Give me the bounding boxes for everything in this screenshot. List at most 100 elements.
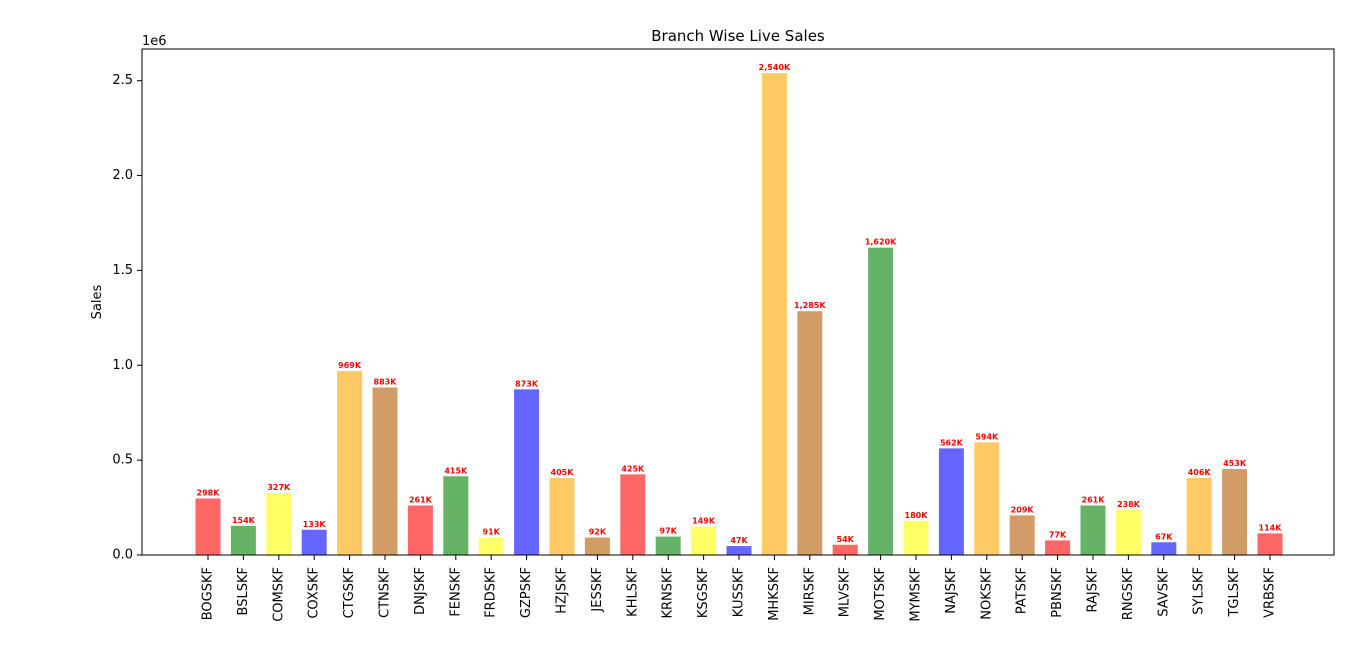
x-tick-label: KRNSKF	[661, 567, 676, 619]
bar-ctgskf	[337, 371, 363, 555]
x-tick-label: PATSKF	[1015, 567, 1030, 614]
bar-nokskf	[974, 442, 1000, 555]
x-tick-label: TGLSKF	[1227, 567, 1242, 618]
x-tick-label: HZJSKF	[555, 567, 570, 614]
bar-pbnskf	[1045, 540, 1071, 555]
bar-tglskf	[1222, 469, 1248, 555]
bar-frdskf	[478, 537, 504, 555]
x-tick-label: MIRSKF	[802, 567, 817, 615]
data-label-hzjskf: 405K	[551, 468, 575, 477]
y-axis-label: Sales	[90, 284, 105, 319]
data-label-tglskf: 453K	[1223, 459, 1247, 468]
bar-hzjskf	[549, 478, 575, 555]
data-label-patskf: 209K	[1011, 505, 1035, 514]
data-label-kusskf: 47K	[730, 536, 748, 545]
x-tick-label: MYMSKF	[909, 567, 924, 622]
data-label-mirskf: 1,285K	[794, 301, 826, 310]
bar-ctnskf	[372, 387, 398, 555]
bar-bogskf	[195, 498, 221, 555]
bar-sylskf	[1186, 477, 1212, 555]
bar-najskf	[938, 448, 964, 555]
bar-vrbskf	[1257, 533, 1283, 555]
x-tick-label: NAJSKF	[944, 567, 959, 614]
x-tick-label: MOTSKF	[873, 567, 888, 621]
y-tick-label: 2.5	[112, 73, 133, 88]
data-labels-layer: 298K 154K 327K 133K 969K 883K 261K 415K 91K 873K 4…	[197, 63, 1283, 545]
data-label-nokskf: 594K	[975, 432, 999, 441]
x-tick-label: BSLSKF	[236, 567, 251, 615]
bar-kusskf	[726, 546, 752, 555]
x-tick-label: RNGSKF	[1121, 567, 1136, 620]
x-tick-label: SYLSKF	[1192, 567, 1207, 615]
x-tick-label: DNJSKF	[413, 567, 428, 615]
bar-gzpskf	[514, 389, 540, 555]
data-label-fenskf: 415K	[444, 466, 468, 475]
bars-layer	[195, 73, 1283, 555]
bar-savskf	[1151, 542, 1177, 555]
x-tick-label: RAJSKF	[1086, 567, 1101, 613]
x-axis-ticks: BOGSKF BSLSKF COMSKF COXSKF CTGSKF CTNSKF DNJS…	[201, 555, 1278, 622]
data-label-krnskf: 97K	[660, 527, 678, 536]
x-tick-label: GZPSKF	[519, 567, 534, 618]
bar-fenskf	[443, 476, 469, 555]
y-tick-label: 2.0	[112, 168, 133, 183]
bar-coxskf	[301, 529, 327, 555]
data-label-rajskf: 261K	[1082, 495, 1106, 504]
data-label-ctgskf: 969K	[338, 361, 362, 370]
y-tick-label: 0.5	[112, 453, 133, 468]
x-tick-label: CTGSKF	[342, 567, 357, 618]
data-label-mymskf: 180K	[905, 511, 929, 520]
x-tick-label: VRBSKF	[1263, 567, 1278, 618]
bar-mlvskf	[832, 544, 858, 555]
data-label-ksgskf: 149K	[692, 517, 716, 526]
x-tick-label: BOGSKF	[201, 567, 216, 620]
data-label-coxskf: 133K	[303, 520, 327, 529]
data-label-comskf: 327K	[267, 483, 291, 492]
data-label-dnjskf: 261K	[409, 495, 433, 504]
data-label-mhkskf: 2,540K	[759, 63, 791, 72]
bar-comskf	[266, 492, 292, 555]
x-tick-label: KSGSKF	[696, 567, 711, 618]
bar-bslskf	[230, 525, 256, 555]
x-tick-label: FRDSKF	[484, 567, 499, 618]
x-tick-label: MHKSKF	[767, 567, 782, 621]
x-tick-label: COMSKF	[271, 567, 286, 622]
data-label-bogskf: 298K	[197, 488, 221, 497]
data-label-ctnskf: 883K	[374, 377, 398, 386]
bar-mirskf	[797, 311, 823, 555]
y-axis-ticks: 0.0 0.5 1.0 1.5 2.0 2.5	[112, 73, 142, 563]
data-label-frdskf: 91K	[483, 528, 501, 537]
bar-khlskf	[620, 474, 646, 555]
y-tick-label: 0.0	[112, 548, 133, 563]
y-tick-label: 1.5	[112, 263, 133, 278]
x-tick-label: PBNSKF	[1050, 567, 1065, 618]
x-tick-label: FENSKF	[448, 567, 463, 617]
bar-ksgskf	[691, 526, 717, 555]
data-label-najskf: 562K	[940, 438, 964, 447]
x-tick-label: SAVSKF	[1156, 567, 1171, 617]
bar-patskf	[1009, 515, 1035, 555]
bar-krnskf	[655, 536, 681, 555]
y-tick-label: 1.0	[112, 358, 133, 373]
data-label-pbnskf: 77K	[1049, 530, 1067, 539]
data-label-sylskf: 406K	[1188, 468, 1212, 477]
data-label-rngskf: 238K	[1117, 500, 1141, 509]
x-tick-label: NOKSKF	[979, 567, 994, 620]
x-tick-label: CTNSKF	[378, 567, 393, 618]
x-tick-label: COXSKF	[307, 567, 322, 619]
x-tick-label: JESSKF	[590, 567, 605, 613]
data-label-khlskf: 425K	[621, 464, 645, 473]
data-label-bslskf: 154K	[232, 516, 256, 525]
bar-mhkskf	[761, 73, 787, 555]
bar-jesskf	[584, 537, 610, 555]
data-label-mlvskf: 54K	[837, 535, 855, 544]
x-tick-label: KHLSKF	[625, 567, 640, 617]
x-tick-label: MLVSKF	[838, 567, 853, 617]
chart-title: Branch Wise Live Sales	[651, 27, 825, 45]
bar-dnjskf	[407, 505, 433, 555]
data-label-motskf: 1,620K	[865, 238, 897, 247]
data-label-savskf: 67K	[1155, 532, 1173, 541]
data-label-gzpskf: 873K	[515, 379, 539, 388]
plot-area-frame	[141, 48, 1335, 556]
